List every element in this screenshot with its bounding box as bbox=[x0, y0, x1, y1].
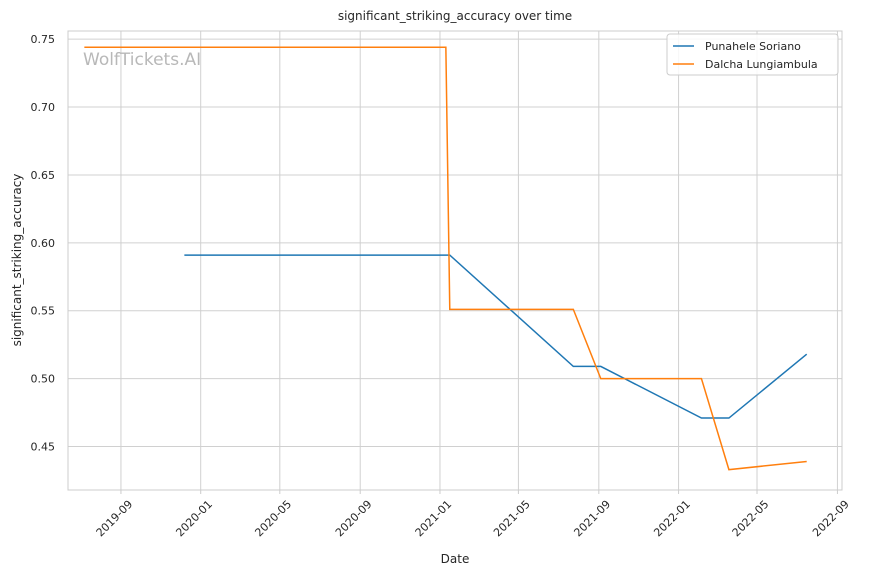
y-tick-label-0-60: 0.60 bbox=[31, 237, 56, 250]
y-tick-label-0-70: 0.70 bbox=[31, 101, 56, 114]
legend-label-dalcha-lungiambula: Dalcha Lungiambula bbox=[705, 58, 818, 71]
grid-lines bbox=[68, 31, 842, 490]
plot-area-frame bbox=[67, 30, 843, 491]
y-tick-label-0-75: 0.75 bbox=[31, 33, 56, 46]
y-tick-label-0-50: 0.50 bbox=[31, 373, 56, 386]
y-tick-label-0-65: 0.65 bbox=[31, 169, 56, 182]
series-lines bbox=[84, 46, 808, 471]
chart-title: significant_striking_accuracy over time bbox=[338, 9, 572, 23]
y-tick-label-0-45: 0.45 bbox=[31, 441, 56, 454]
series-line-punahele-soriano bbox=[184, 254, 808, 419]
legend-box bbox=[666, 33, 839, 76]
legend: Punahele Soriano Dalcha Lungiambula bbox=[666, 33, 839, 76]
y-tick-label-0-55: 0.55 bbox=[31, 305, 56, 318]
y-axis-label: significant_striking_accuracy bbox=[10, 174, 24, 347]
x-axis-label: Date bbox=[441, 552, 470, 566]
series-line-dalcha-lungiambula bbox=[84, 46, 807, 471]
watermark-text: WolfTickets.AI bbox=[83, 50, 201, 70]
legend-label-punahele-soriano: Punahele Soriano bbox=[705, 40, 801, 53]
